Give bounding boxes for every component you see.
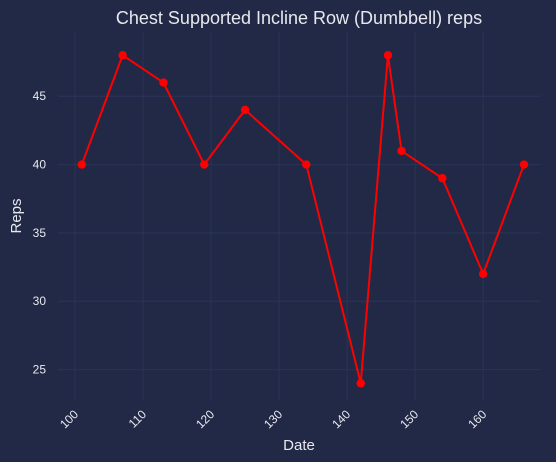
series-layer [77,51,529,388]
y-tick-label: 45 [33,89,47,103]
y-tick-label: 35 [33,226,47,240]
chart-title: Chest Supported Incline Row (Dumbbell) r… [116,8,482,28]
data-point [240,105,250,115]
data-point [438,174,447,183]
x-axis-label: Date [283,437,315,454]
data-point [519,160,529,169]
x-tick-label: 160 [465,407,489,431]
y-tick-label: 30 [33,294,47,308]
data-point [397,146,406,156]
data-point [478,269,488,279]
x-tick-label: 150 [397,407,421,431]
grid [58,32,541,401]
data-point [200,160,209,169]
x-tick-label: 130 [261,407,285,431]
data-point [118,51,127,60]
x-tick-label: 120 [193,407,217,431]
x-tick-label: 110 [126,407,150,431]
tick-labels: 100 110 120 130 140 150 160 25 30 35 40 45 [33,89,490,431]
data-point [302,160,311,169]
data-point [77,160,87,169]
data-point [356,379,365,388]
x-tick-label: 100 [57,407,81,431]
x-tick-label: 140 [329,407,353,431]
y-tick-label: 40 [33,158,47,172]
data-point [383,51,393,60]
y-axis-label: Reps [8,198,25,233]
y-tick-label: 25 [33,363,47,377]
data-point [159,78,168,87]
series-line [80,54,525,385]
